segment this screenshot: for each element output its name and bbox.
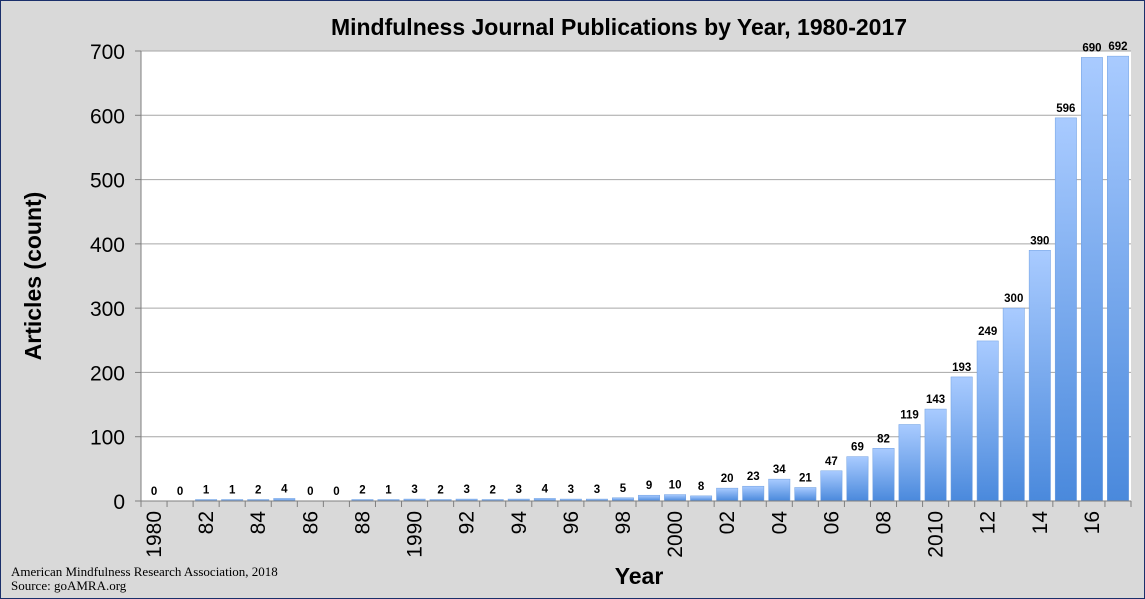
bar-value-label: 3 [516, 484, 522, 496]
x-tick-label: 94 [508, 511, 531, 535]
bar-value-label: 0 [177, 486, 183, 498]
x-tick-label: 2000 [664, 511, 687, 558]
x-tick-label: 1980 [143, 511, 166, 558]
x-tick-label: 16 [1081, 511, 1104, 534]
y-tick-label: 400 [90, 234, 125, 257]
bar-value-label: 3 [568, 484, 574, 496]
y-tick-label: 300 [90, 298, 125, 321]
bar-value-label: 82 [877, 433, 890, 445]
bar [690, 495, 713, 502]
bar [1028, 250, 1051, 502]
bar-value-label: 4 [542, 483, 549, 495]
y-tick-label: 500 [90, 170, 125, 193]
bar-value-label: 5 [620, 483, 627, 495]
credit-line: American Mindfulness Research Associatio… [11, 564, 278, 579]
x-tick-label: 96 [560, 511, 583, 534]
bar-value-label: 692 [1108, 41, 1127, 53]
x-tick-label: 08 [873, 511, 896, 534]
y-tick-label: 100 [90, 427, 125, 450]
source-line: Source: goAMRA.org [11, 578, 127, 593]
bar [924, 408, 947, 502]
bar-value-label: 3 [594, 484, 600, 496]
bar-value-label: 0 [151, 486, 157, 498]
x-tick-label: 06 [820, 511, 843, 534]
bar-value-label: 143 [926, 394, 945, 406]
x-tick-label: 02 [716, 511, 739, 534]
bar [898, 424, 921, 502]
bar-value-label: 390 [1030, 235, 1049, 247]
bar-value-label: 69 [851, 442, 864, 454]
bar-value-label: 0 [333, 486, 339, 498]
y-tick-label: 700 [90, 41, 125, 64]
x-tick-label: 88 [351, 511, 374, 534]
bar-value-label: 4 [281, 483, 288, 495]
bar-value-label: 596 [1056, 103, 1075, 115]
bar-value-label: 2 [437, 485, 443, 497]
bar-value-label: 34 [773, 464, 786, 476]
bar [742, 485, 765, 502]
bar [846, 456, 869, 502]
x-tick-label: 2010 [925, 511, 948, 558]
bar [638, 494, 660, 502]
bar [1054, 117, 1077, 502]
bar-value-label: 300 [1004, 293, 1023, 305]
bar [820, 470, 843, 502]
x-tick-label: 04 [768, 511, 791, 535]
bar [716, 487, 739, 502]
bar-value-label: 3 [411, 484, 417, 496]
x-tick-label: 84 [247, 511, 270, 535]
bar-value-label: 23 [747, 471, 760, 483]
bar [872, 448, 895, 502]
bar-value-label: 2 [490, 485, 496, 497]
bar-value-label: 47 [825, 456, 838, 468]
y-axis-ticks: 0 100 200 300 400 500 600 700 [90, 41, 141, 514]
chart-title: Mindfulness Journal Publications by Year… [331, 14, 907, 40]
bar-value-label: 2 [359, 485, 365, 497]
bar-value-label: 8 [698, 481, 705, 493]
x-tick-label: 82 [195, 511, 218, 534]
bar [664, 494, 687, 502]
x-axis-ticks: 1980 82 84 86 88 1990 92 94 96 98 2000 02 04 06 08 2010… [140, 501, 1132, 558]
bar-value-label: 20 [721, 473, 734, 485]
bar-value-label: 9 [646, 480, 652, 492]
bar-value-label: 119 [900, 410, 919, 422]
bar-value-label: 1 [229, 485, 236, 497]
x-tick-label: 92 [456, 511, 479, 534]
bar [976, 340, 999, 502]
bar-value-label: 1 [203, 485, 210, 497]
y-tick-label: 600 [90, 105, 125, 128]
y-tick-label: 200 [90, 362, 125, 385]
bar-value-label: 0 [307, 486, 313, 498]
bar [768, 478, 791, 502]
x-tick-label: 98 [612, 511, 635, 534]
x-tick-label: 12 [977, 511, 1000, 534]
bar-value-label: 3 [463, 484, 469, 496]
y-axis-label: Articles (count) [20, 192, 46, 361]
bar-value-label: 1 [385, 485, 392, 497]
bar [1002, 307, 1025, 502]
bar-value-label: 193 [952, 362, 971, 374]
bar [794, 487, 817, 502]
bar [1107, 55, 1129, 502]
bar [950, 376, 973, 502]
bar-value-label: 690 [1082, 42, 1101, 54]
x-tick-label: 1990 [404, 511, 427, 558]
x-tick-label: 14 [1029, 511, 1052, 535]
bar-value-label: 2 [255, 485, 261, 497]
x-axis-label: Year [615, 563, 664, 589]
x-tick-label: 86 [299, 511, 322, 534]
bar [1080, 57, 1103, 502]
bar-value-label: 21 [799, 473, 812, 485]
gridlines [141, 50, 1131, 438]
bars [195, 55, 1129, 502]
y-tick-label: 0 [113, 491, 125, 514]
bar-value-label: 249 [978, 326, 997, 338]
value-labels: 0 0 1 1 2 4 0 0 2 1 3 2 3 2 3 4 3 3 5 9 10 820 233421476982119… [151, 41, 1128, 498]
bar-value-label: 10 [669, 480, 682, 492]
